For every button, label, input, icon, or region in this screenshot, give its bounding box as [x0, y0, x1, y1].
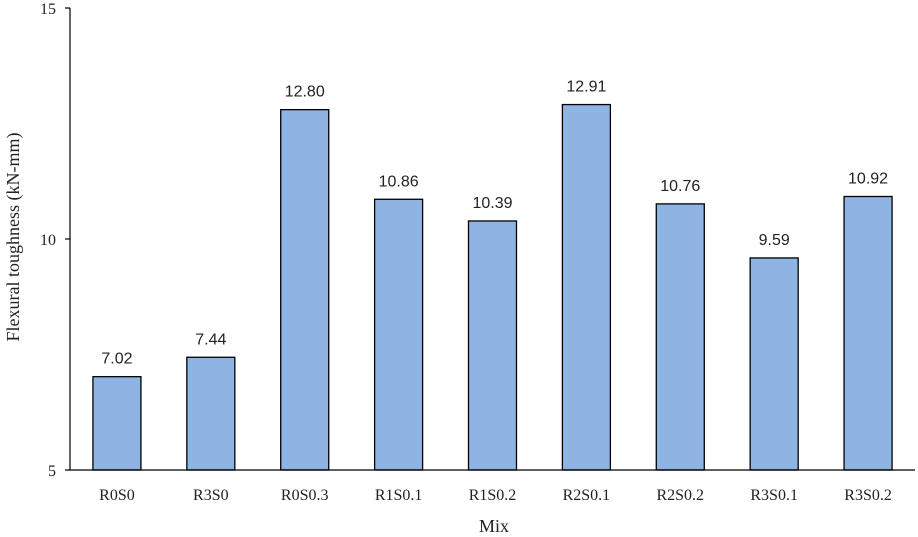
bar-r2s0-1 [561, 103, 612, 471]
y-tick-label: 15 [40, 1, 56, 18]
y-tick-labels-group: 5 10 15 [40, 1, 70, 480]
bar-r1s0-1 [373, 198, 424, 471]
data-label: 10.92 [848, 170, 888, 187]
bar-r3s0-2 [843, 195, 893, 471]
x-tick-label: R3S0 [193, 487, 229, 504]
data-label: 10.39 [472, 195, 512, 212]
x-axis-title: Mix [479, 516, 509, 536]
x-tick-label: R1S0.1 [375, 487, 423, 504]
x-tick-label: R0S0 [99, 487, 135, 504]
data-label: 10.76 [660, 178, 700, 195]
bar-r1s0-2 [467, 220, 518, 471]
bar-r0s0-3 [280, 108, 330, 471]
x-tick-label: R1S0.2 [469, 487, 517, 504]
bar-r3s0-1 [749, 257, 799, 471]
y-tick-label: 10 [40, 232, 56, 249]
x-tick-labels-group: R0S0 R3S0 R0S0.3 R1S0.1 R1S0.2 R2S0.1 R2S0.2 R3… [99, 487, 892, 504]
data-label: 10.86 [379, 173, 419, 190]
y-axis-title: Flexural toughness (kN-mm) [3, 133, 24, 342]
data-label: 12.91 [566, 79, 606, 96]
data-label: 12.80 [285, 84, 325, 101]
x-tick-label: R3S0.1 [750, 487, 798, 504]
y-tick-label: 5 [48, 463, 56, 480]
x-tick-label: R3S0.2 [844, 487, 892, 504]
data-label: 7.44 [195, 331, 226, 348]
bars-group [92, 103, 893, 471]
bar-r0s0 [92, 376, 142, 471]
data-label: 7.02 [101, 351, 132, 368]
data-labels-group: 7.02 7.44 12.80 10.86 10.39 12.91 10.76 9.59 10.… [101, 79, 888, 368]
x-tick-label: R0S0.3 [281, 487, 329, 504]
x-tick-label: R2S0.2 [656, 487, 704, 504]
bar-r3s0 [186, 356, 236, 471]
bar-r2s0-2 [655, 203, 705, 471]
x-tick-label: R2S0.1 [563, 487, 611, 504]
data-label: 9.59 [759, 232, 790, 249]
